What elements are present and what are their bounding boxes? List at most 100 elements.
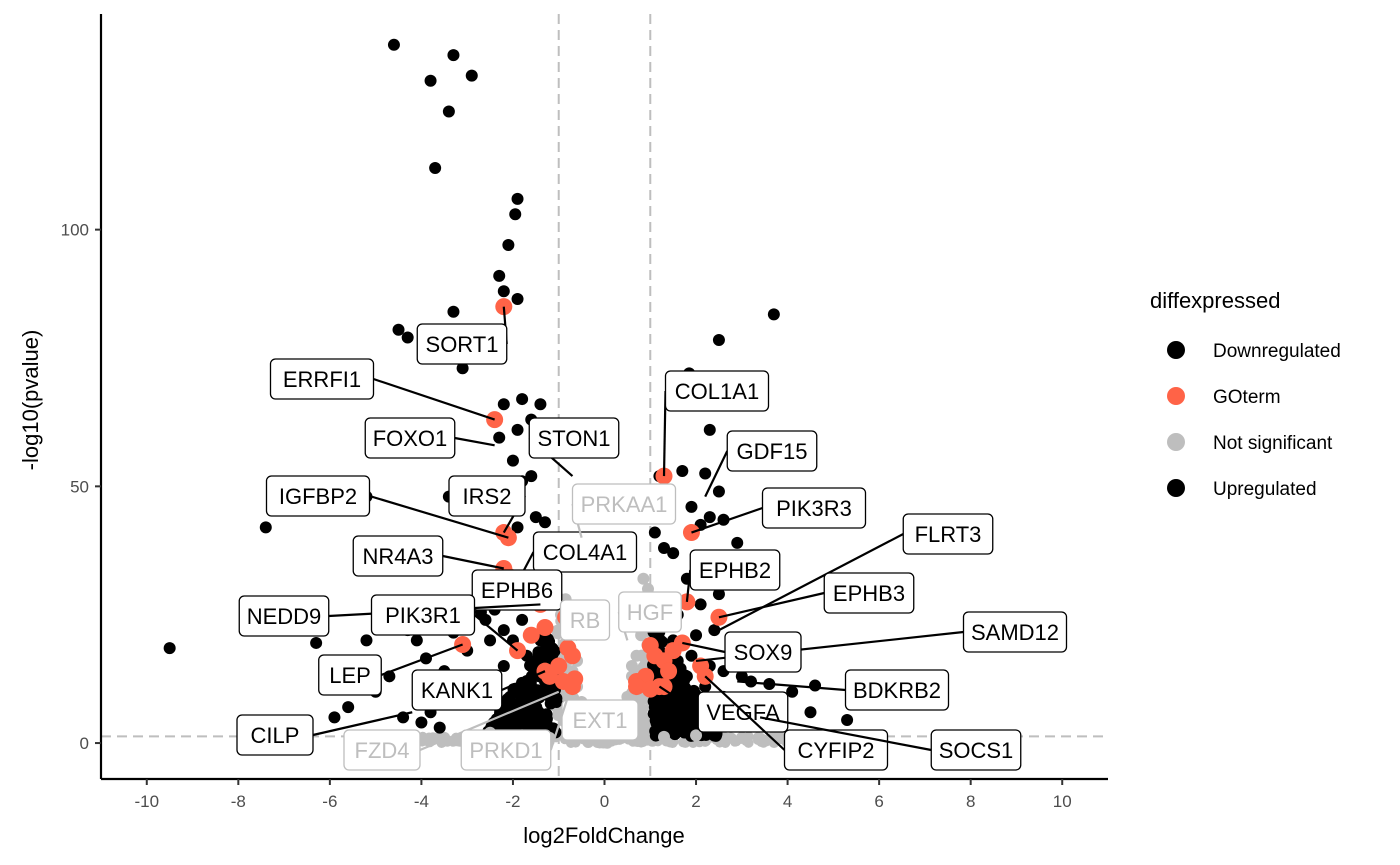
gene-label-box <box>411 669 503 711</box>
gene-label-socs1: SOCS1 <box>759 716 1022 771</box>
gene-label-text: PRKD1 <box>469 738 542 763</box>
upregulated-point <box>648 526 661 539</box>
downregulated-point <box>529 706 542 719</box>
gene-label-hgf: HGF <box>617 591 682 641</box>
goterm-point <box>660 662 678 680</box>
down-cloud-point <box>518 717 531 730</box>
gene-label-sort1: SORT1 <box>416 306 508 365</box>
gene-label-box <box>532 531 638 573</box>
gene-label-box <box>664 370 770 412</box>
upregulated-point <box>667 711 680 724</box>
goterm-point <box>563 647 581 665</box>
gene-label-box <box>460 729 552 771</box>
y-tick-label: 100 <box>61 221 89 240</box>
legend-items: Downregulated GOterm Not significant Upregu… <box>1167 341 1341 500</box>
gene-label-sox9: SOX9 <box>682 631 802 673</box>
upregulated-point <box>699 467 712 480</box>
upregulated-point <box>667 547 680 560</box>
downregulated-point <box>511 292 524 305</box>
not-significant-point <box>690 729 703 742</box>
gene-label-connector <box>718 533 904 632</box>
y-axis-title: -log10(pvalue) <box>18 330 43 471</box>
gene-label-text: RB <box>570 608 601 633</box>
gene-label-text: LEP <box>329 663 371 688</box>
gene-label-connector <box>373 377 495 421</box>
legend-item-goterm: GOterm <box>1167 387 1281 408</box>
gene-label-cyfip2: CYFIP2 <box>704 675 889 771</box>
downregulated-point <box>465 69 478 82</box>
gene-label-ston1: STON1 <box>528 417 620 477</box>
upregulated-point <box>685 649 698 662</box>
legend-label: Not significant <box>1213 433 1333 454</box>
gene-label-text: HGF <box>627 600 673 625</box>
gene-label-connector <box>549 696 569 751</box>
down-cloud-point <box>508 684 521 697</box>
gene-label-box <box>689 549 781 591</box>
downregulated-point <box>506 454 519 467</box>
legend-key <box>1167 341 1185 359</box>
gene-label-kank1: KANK1 <box>411 669 546 711</box>
downregulated-point <box>529 511 542 524</box>
ns-cloud-point <box>752 735 763 746</box>
up-cloud-point <box>687 684 700 697</box>
x-tick-label: 10 <box>1053 792 1072 811</box>
gene-label-box <box>528 417 620 459</box>
downregulated-point <box>538 516 551 529</box>
gene-label-text: SOX9 <box>734 640 793 665</box>
gene-label-text: NR4A3 <box>363 544 434 569</box>
upregulated-point <box>841 713 854 726</box>
legend-label: GOterm <box>1213 387 1281 408</box>
downregulated-point <box>392 323 405 336</box>
legend-key <box>1167 387 1185 405</box>
not-significant-point <box>625 660 638 673</box>
downregulated-point <box>493 269 506 282</box>
upregulated-point <box>680 670 693 683</box>
gene-label-text: COL1A1 <box>675 379 759 404</box>
gene-label-box <box>471 569 563 611</box>
x-axis-title: log2FoldChange <box>523 823 684 848</box>
gene-label-foxo1: FOXO1 <box>364 417 495 459</box>
downregulated-point <box>516 393 529 406</box>
downregulated-point <box>447 49 460 62</box>
upregulated-point <box>703 511 716 524</box>
ns-cloud-point <box>769 738 780 749</box>
x-tick-label: 2 <box>691 792 700 811</box>
gene-label-text: SORT1 <box>426 332 499 357</box>
x-tick-label: -10 <box>134 792 159 811</box>
legend-item-downregulated: Downregulated <box>1167 341 1341 362</box>
gene-label-connector <box>704 450 729 498</box>
not-significant-point <box>735 731 748 744</box>
goterm-point <box>628 678 646 696</box>
gene-label-box <box>726 430 818 472</box>
not-significant-point <box>658 730 671 743</box>
gene-label-box <box>844 669 950 711</box>
goterm-point <box>522 626 540 644</box>
goterm-point <box>641 680 659 698</box>
legend-label: Upregulated <box>1213 479 1317 500</box>
down-cloud-point <box>539 720 552 733</box>
gene-labels: SORT1 ERRFI1 FOXO1 STON1 IRS2 IGFBP2 COL4A1 NR4… <box>236 306 1068 771</box>
x-tick-label: 8 <box>966 792 975 811</box>
y-tick-label: 0 <box>80 734 89 753</box>
upregulated-point <box>708 624 721 637</box>
up-cloud-point <box>659 719 672 732</box>
downregulated-point <box>328 711 341 724</box>
x-tick-label: 4 <box>783 792 792 811</box>
gene-label-box <box>561 699 639 741</box>
gene-label-fzd4: FZD4 <box>343 690 560 771</box>
downregulated-point <box>429 162 442 175</box>
gene-label-text: PIK3R1 <box>385 603 461 628</box>
upregulated-point <box>731 536 744 549</box>
gene-label-connector <box>691 506 763 534</box>
gene-label-box <box>370 594 476 636</box>
downregulated-point <box>433 721 446 734</box>
gene-label-ext1: EXT1 <box>561 699 639 741</box>
up-cloud-point <box>649 714 662 727</box>
gene-label-connector <box>369 494 509 539</box>
gene-label-text: GDF15 <box>737 439 808 464</box>
legend-item-not-significant: Not significant <box>1167 433 1333 454</box>
gene-label-box <box>724 631 802 673</box>
gene-label-box <box>364 417 456 459</box>
